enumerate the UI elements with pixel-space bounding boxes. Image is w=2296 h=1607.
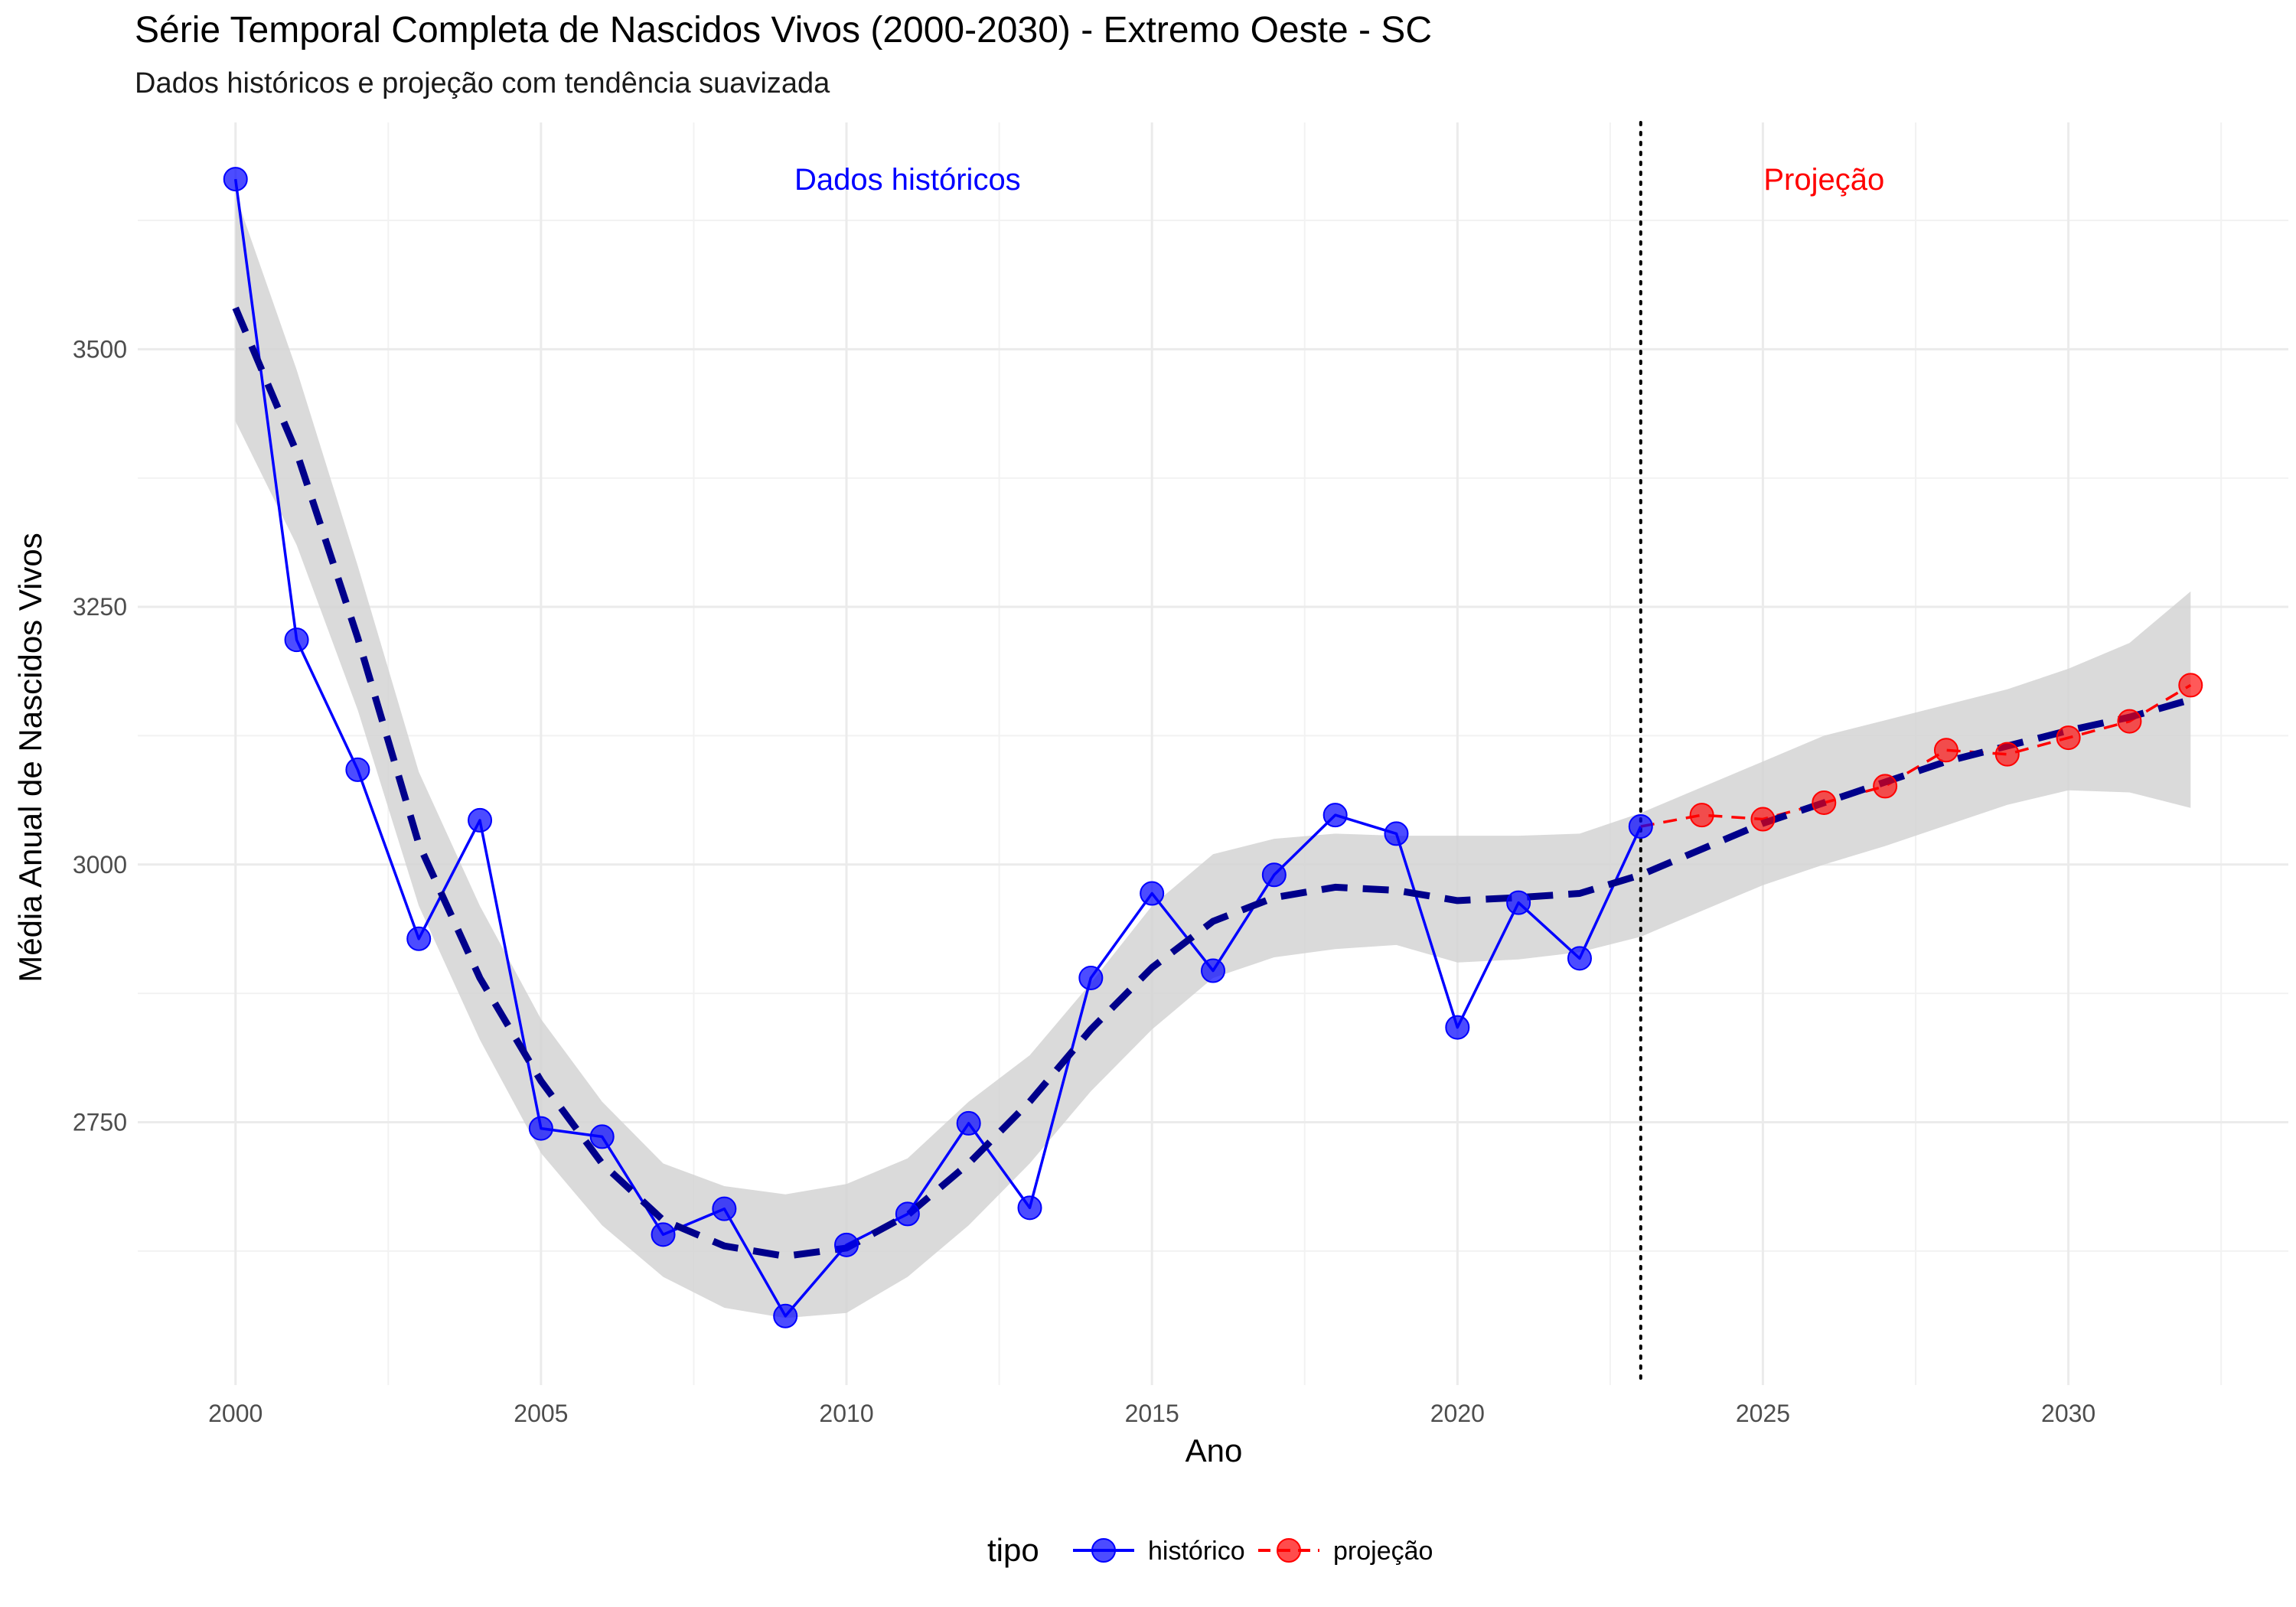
point-historico (773, 1303, 798, 1328)
y-tick-label: 3000 (73, 851, 127, 878)
x-axis-label: Ano (1186, 1433, 1243, 1468)
point-historico (712, 1196, 737, 1221)
x-tick-label: 2020 (1430, 1400, 1485, 1427)
x-tick-label: 2005 (514, 1400, 568, 1427)
x-tick-label: 2010 (819, 1400, 873, 1427)
point-historico (1567, 946, 1592, 971)
legend-label-historico: histórico (1148, 1537, 1245, 1566)
point-projecao (1873, 774, 1898, 799)
point-projecao (2178, 673, 2203, 698)
point-historico (284, 627, 309, 653)
point-historico (345, 757, 370, 782)
legend-key-projecao (1258, 1538, 1319, 1563)
point-projecao (1933, 738, 1958, 763)
point-historico (956, 1110, 981, 1136)
point-historico (651, 1222, 676, 1247)
x-tick-label: 2025 (1736, 1400, 1790, 1427)
point-historico (1445, 1015, 1470, 1040)
point-projecao (2056, 725, 2081, 751)
point-historico (1078, 965, 1104, 990)
series-line-historico (233, 178, 1642, 1318)
point-projecao (1689, 803, 1714, 828)
legend: tipo histórico projeção (987, 1532, 1433, 1568)
point-historico (1017, 1195, 1042, 1221)
confidence-ribbon-layer (235, 194, 2191, 1319)
point-historico (1261, 862, 1287, 888)
annotation-historical: Dados históricos (794, 163, 1021, 197)
legend-title: tipo (987, 1532, 1039, 1568)
point-historico (1628, 813, 1653, 839)
trend-line-layer (232, 306, 2192, 1260)
y-tick-label: 3250 (73, 593, 127, 621)
legend-label-projecao: projeção (1333, 1537, 1433, 1566)
point-historico (223, 167, 248, 192)
point-projecao (1750, 807, 1776, 832)
point-historico (1140, 881, 1165, 906)
points-layer (223, 167, 2203, 1328)
point-historico (1506, 890, 1531, 915)
chart-subtitle: Dados históricos e projeção com tendênci… (135, 67, 830, 99)
legend-key-historico (1073, 1538, 1134, 1563)
point-projecao (2117, 709, 2142, 734)
point-historico (895, 1201, 920, 1227)
point-historico (834, 1232, 859, 1257)
x-tick-label: 2015 (1125, 1400, 1179, 1427)
annotation-projection: Projeção (1763, 163, 1884, 197)
point-historico (528, 1116, 553, 1141)
y-axis-label: Média Anual de Nascidos Vivos (12, 533, 48, 983)
point-historico (468, 807, 493, 833)
point-historico (1201, 958, 1225, 983)
axis-ticks-layer: 2000 2005 2010 2015 2020 2025 2030 2750 3000 3250… (73, 335, 2095, 1427)
point-historico (1384, 821, 1409, 846)
point-historico (406, 926, 432, 951)
series-lines-layer (233, 178, 2192, 1318)
series-line-projecao (1640, 683, 2192, 828)
y-tick-label: 3500 (73, 335, 127, 363)
point-historico (1322, 803, 1348, 828)
confidence-ribbon (235, 194, 2191, 1319)
point-projecao (1994, 742, 2020, 767)
x-tick-label: 2030 (2041, 1400, 2095, 1427)
point-historico (589, 1124, 615, 1149)
point-projecao (1812, 790, 1837, 815)
x-tick-label: 2000 (208, 1400, 263, 1427)
annotation-layer: Dados históricos Projeção (794, 163, 1884, 197)
grid-minor-lines (138, 122, 2288, 1385)
y-tick-label: 2750 (73, 1109, 127, 1136)
trend-line (232, 306, 2192, 1260)
chart-title: Série Temporal Completa de Nascidos Vivo… (135, 10, 1432, 51)
